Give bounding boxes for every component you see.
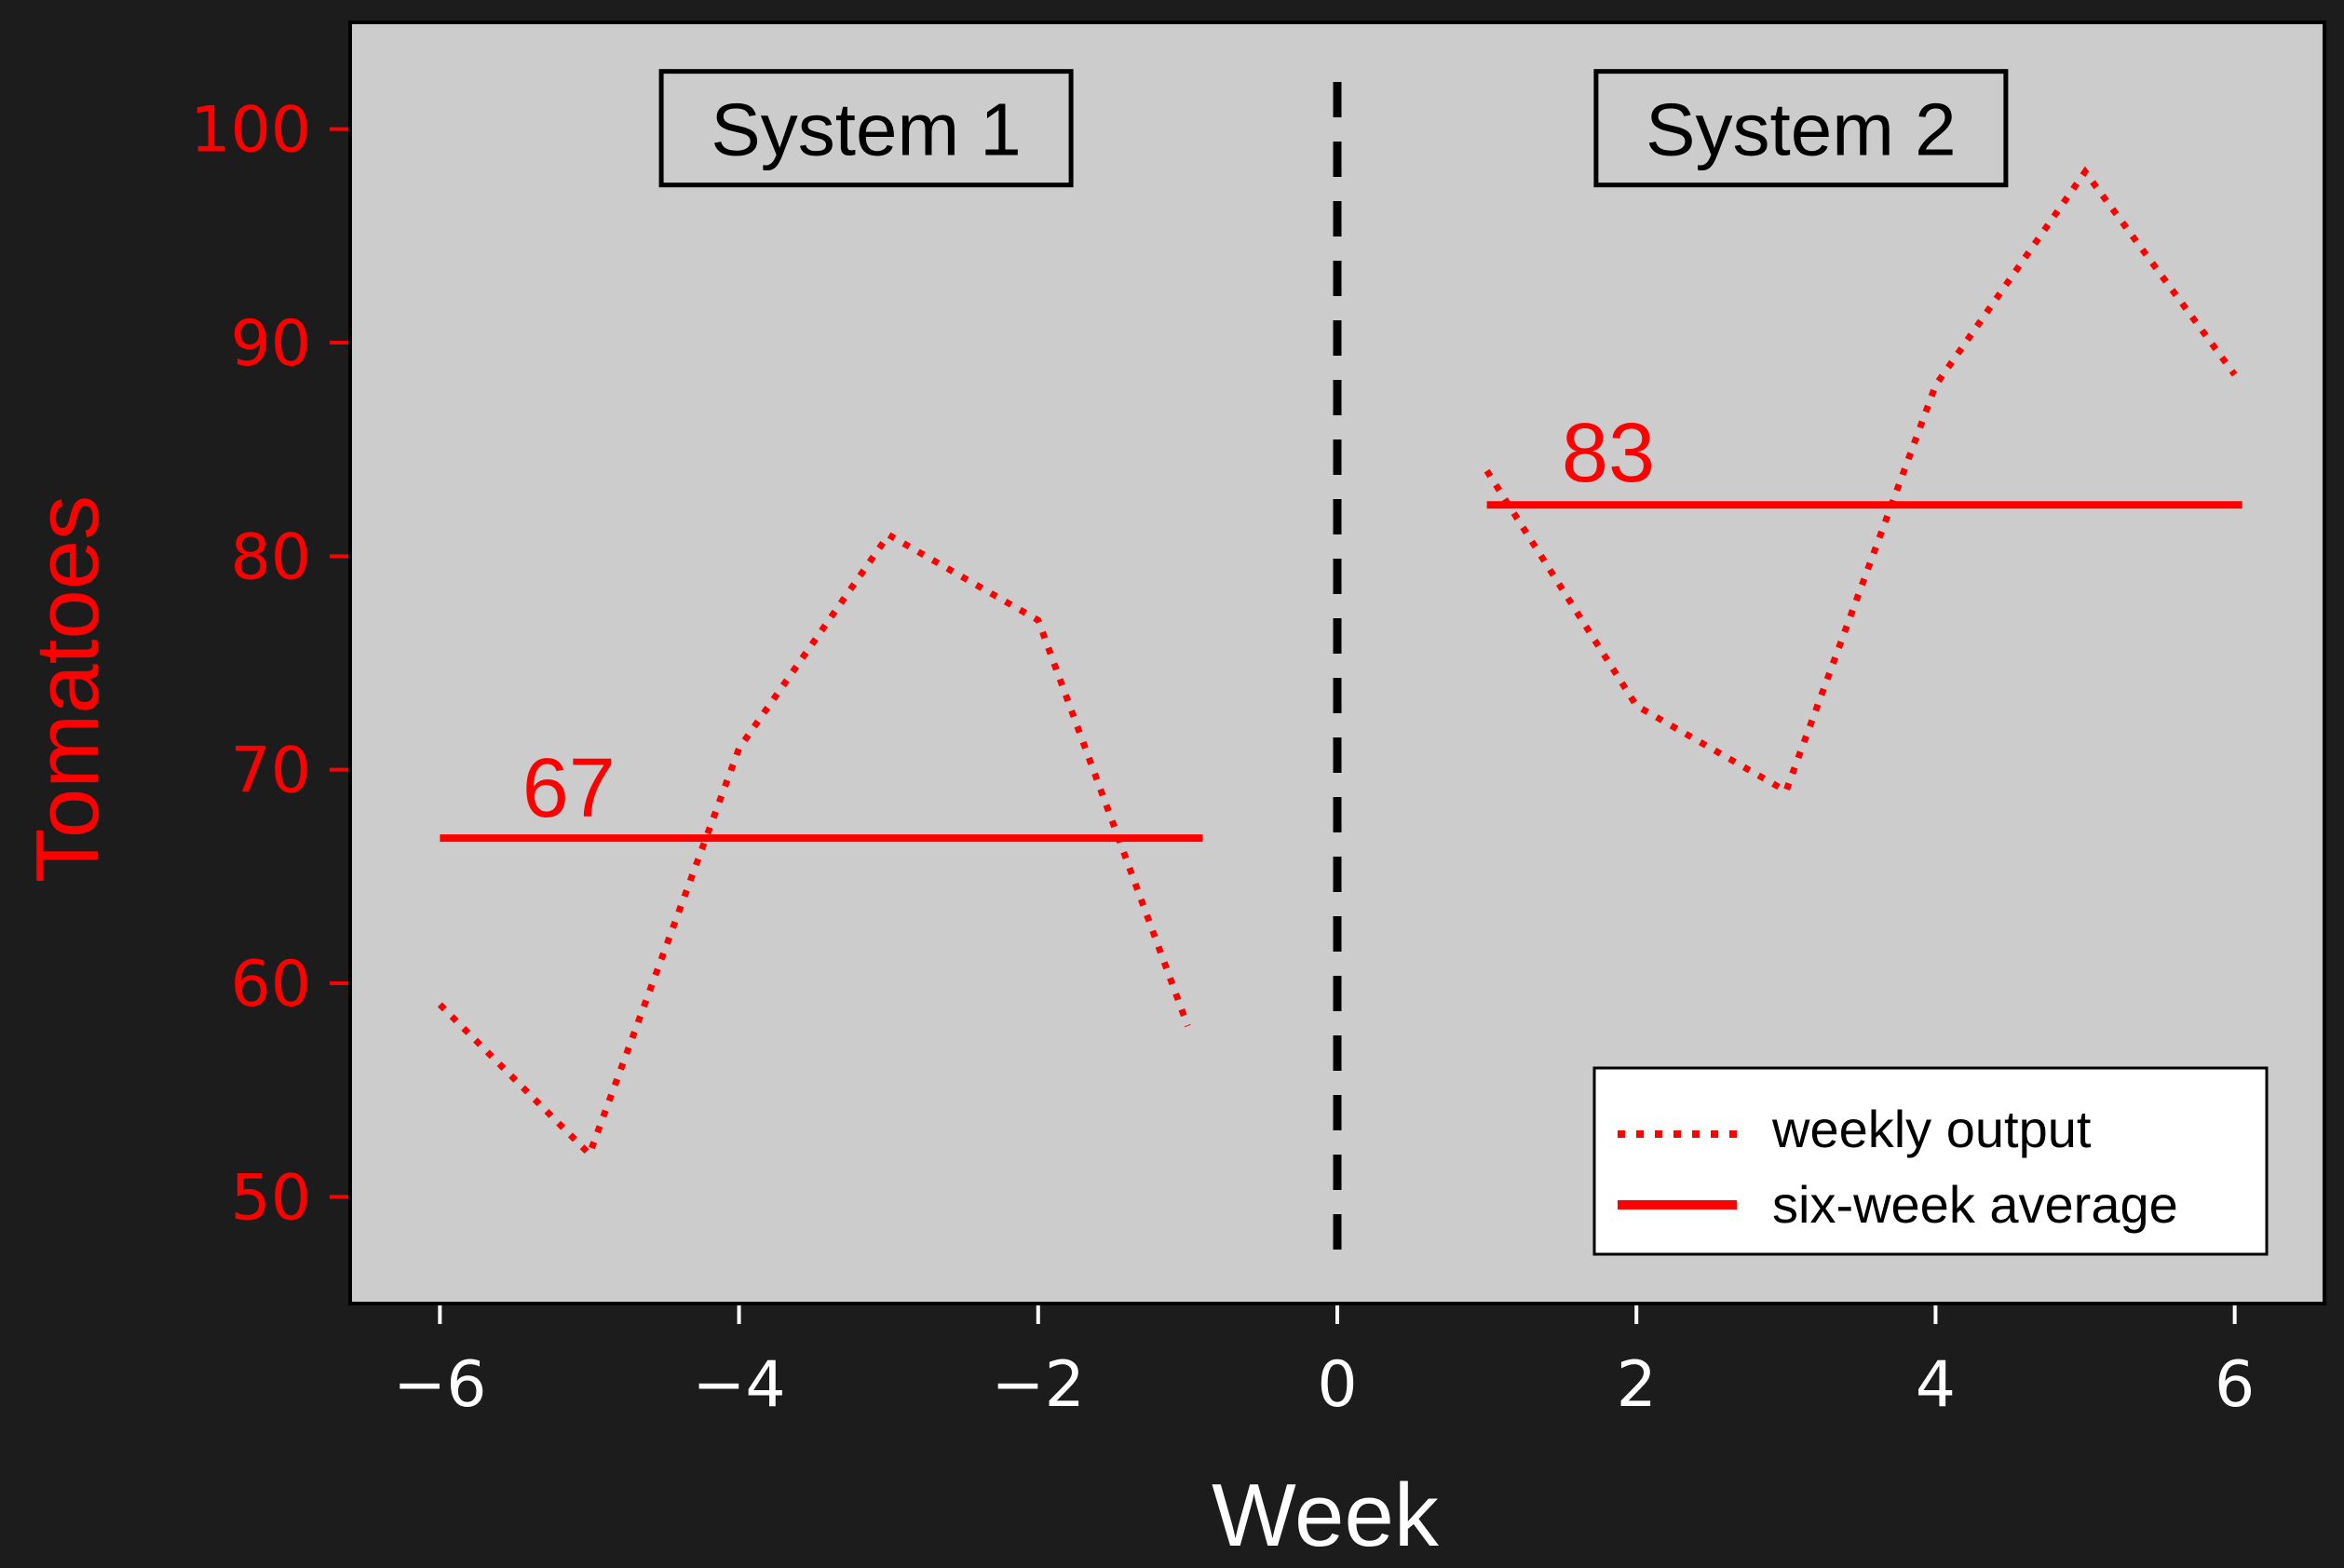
x-tick-label: 0 [1317,1348,1357,1422]
x-tick-label: 4 [1916,1348,1956,1422]
legend: weekly output six-week average [1592,1066,2269,1256]
y-axis-title: Tomatoes [18,495,117,883]
panel-label-box-1 [658,69,1074,188]
legend-label-weekly-output: weekly output [1771,1100,2092,1158]
x-tick-label: −4 [692,1348,785,1422]
x-tick-label: −2 [992,1348,1085,1422]
legend-label-six-week-average: six-week average [1772,1175,2178,1234]
average-label-2: 83 [1562,407,1655,500]
panel-label-1: System 1 [711,88,1021,171]
plot-frame [348,20,2326,1305]
y-tick-label: 60 [230,948,311,1021]
y-tick-label: 90 [230,307,311,381]
average-label-1: 67 [522,742,616,835]
series-weekly-output-line-1 [437,530,1191,1160]
x-tick-label: 6 [2215,1348,2255,1422]
y-tick-label: 50 [230,1161,311,1235]
y-tick-label: 80 [230,520,311,594]
panel-label-box-2 [1593,69,2009,188]
legend-box [1592,1066,2269,1256]
panel-label-2: System 2 [1646,88,1956,171]
x-tick-label: 2 [1617,1348,1657,1422]
x-axis-title: Week [1212,1466,1440,1565]
x-tick-label: −6 [393,1348,486,1422]
y-tick-label: 100 [190,94,311,168]
y-tick-label: 70 [230,735,311,808]
